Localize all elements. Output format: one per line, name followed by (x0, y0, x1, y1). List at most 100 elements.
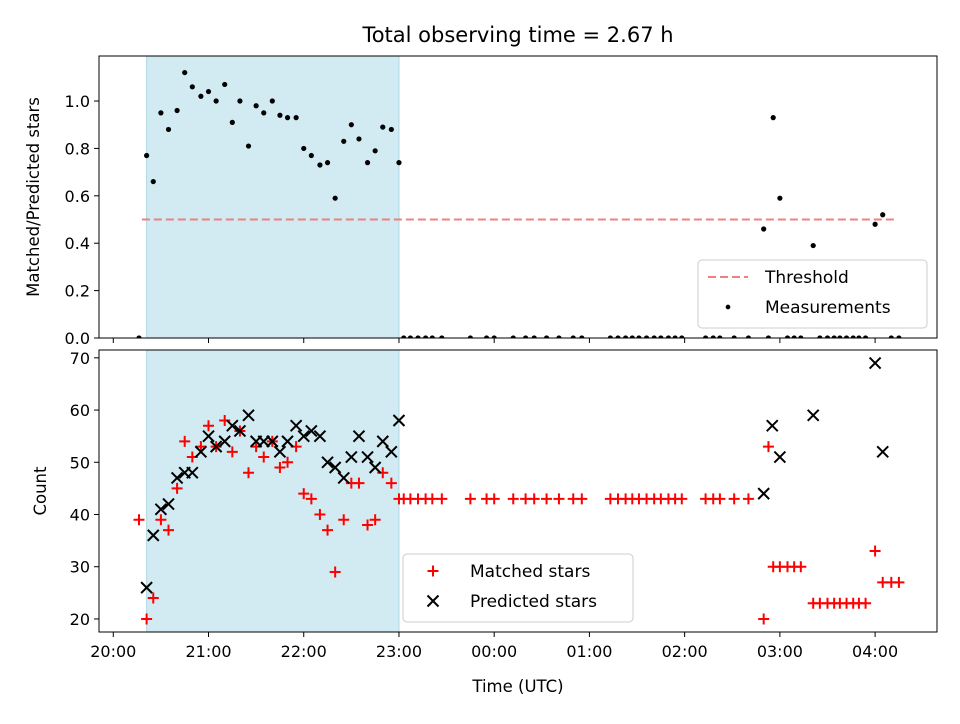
predicted-stars-point (328, 461, 342, 474)
measurements-point (710, 335, 716, 338)
ratio-axes-frame (98, 55, 938, 339)
legend-label-matched-stars: Matched stars (470, 562, 590, 582)
matched-stars-point (385, 477, 397, 489)
predicted-stars-point (162, 497, 175, 511)
count-panel: 20 30 40 50 60 70 20:00 21:00 22:00 23:00 00:00 01:… (31, 349, 938, 661)
measurements-point (791, 335, 797, 338)
measurements-point (491, 335, 497, 338)
predicted-stars-point (352, 429, 366, 443)
count-y-axis-label: Count (31, 466, 50, 516)
measurements-point (856, 335, 862, 338)
legend-swatch-matched-stars (427, 565, 439, 577)
matched-stars-point (893, 576, 905, 588)
measurements-point (198, 93, 204, 99)
predicted-stars-point (202, 429, 215, 443)
measurements-point (348, 122, 354, 128)
matched-stars-point (762, 441, 774, 453)
x-tick-label: 02:00 (662, 642, 708, 661)
measurements-point (245, 143, 252, 149)
measurements-point (843, 335, 850, 338)
predicted-stars-point (209, 440, 223, 453)
y-tick-label: 60 (70, 401, 90, 420)
measurements-point (136, 335, 142, 338)
x-tick-label: 04:00 (852, 642, 898, 661)
matched-stars-point (488, 493, 500, 505)
measurements-point (872, 221, 878, 227)
measurements-point (324, 160, 331, 166)
measurements-point (629, 335, 635, 338)
predicted-stars-point (313, 429, 327, 443)
predicted-stars-point (376, 435, 389, 448)
ratio-panel: 0.0 0.2 0.4 0.6 0.8 1.0 Matched/Predicted star… (24, 55, 938, 348)
measurements-point (364, 160, 371, 166)
measurements-point (702, 335, 709, 338)
measurements-point (158, 110, 164, 116)
measurements-point (261, 110, 267, 116)
x-tick-label: 20:00 (90, 642, 136, 661)
measurements-point (543, 335, 550, 338)
matched-stars-point (507, 493, 519, 505)
matched-stars-point (742, 493, 754, 505)
predicted-stars-point (233, 424, 247, 438)
x-tick-label: 22:00 (281, 642, 327, 661)
measurements-point (467, 335, 473, 338)
measurements-point (784, 335, 791, 338)
matched-stars-point (869, 545, 881, 557)
measurements-point (615, 335, 621, 338)
predicted-stars-point (273, 445, 287, 459)
matched-stars-point (426, 493, 438, 505)
measurements-point (850, 335, 856, 338)
measurements-point (293, 115, 299, 121)
matched-stars-point (322, 524, 334, 536)
matched-stars-point (369, 514, 381, 526)
measurements-point (745, 335, 752, 338)
predicted-stars-point (766, 419, 779, 432)
measurements-point (888, 335, 894, 338)
predicted-stars-point (385, 445, 398, 459)
x-tick-label: 23:00 (376, 642, 422, 661)
measurements-point (651, 335, 657, 338)
predicted-stars-point (392, 414, 406, 427)
measurements-point (189, 84, 195, 90)
matched-stars-point (676, 493, 688, 505)
predicted-stars-point (218, 435, 231, 448)
measurements-point (556, 335, 562, 338)
matched-stars-point (553, 493, 565, 505)
matched-stars-point (243, 467, 255, 479)
y-tick-label: 70 (70, 349, 90, 368)
measurements-point (415, 335, 421, 338)
measurements-point (439, 335, 445, 338)
matched-stars-point (274, 462, 286, 473)
count-legend: Matched stars Predicted stars (402, 553, 634, 623)
y-tick-label: 1.0 (65, 92, 90, 111)
predicted-stars-point (757, 487, 770, 500)
measurements-point (483, 335, 490, 338)
y-tick-label: 50 (70, 453, 90, 472)
measurements-point (510, 335, 516, 338)
x-tick-label: 21:00 (185, 642, 231, 661)
predicted-stars-point (305, 424, 318, 438)
measurements-point (144, 152, 150, 159)
measurements-point (777, 195, 783, 201)
matched-stars-point (714, 493, 726, 505)
predicted-stars-point (140, 581, 153, 594)
measurements-point (765, 335, 772, 338)
matched-stars-point (436, 493, 448, 505)
measurements-point (731, 335, 737, 338)
predicted-stars-point (297, 429, 310, 443)
predicted-stars-point (281, 435, 294, 448)
predicted-stars-point (876, 445, 889, 459)
legend-box (697, 259, 928, 329)
y-tick-label: 0.6 (65, 187, 90, 206)
matched-stars-point (298, 488, 310, 500)
matched-stars-series (133, 415, 905, 625)
legend-swatch-predicted-stars (426, 594, 440, 608)
predicted-stars-point (345, 450, 358, 464)
measurements-point (717, 335, 723, 338)
measurements-point (165, 126, 172, 133)
predicted-stars-point (321, 456, 334, 469)
matched-stars-point (728, 493, 740, 505)
matched-stars-point (576, 493, 588, 505)
measurements-point (301, 145, 307, 152)
measurements-point (770, 115, 776, 121)
